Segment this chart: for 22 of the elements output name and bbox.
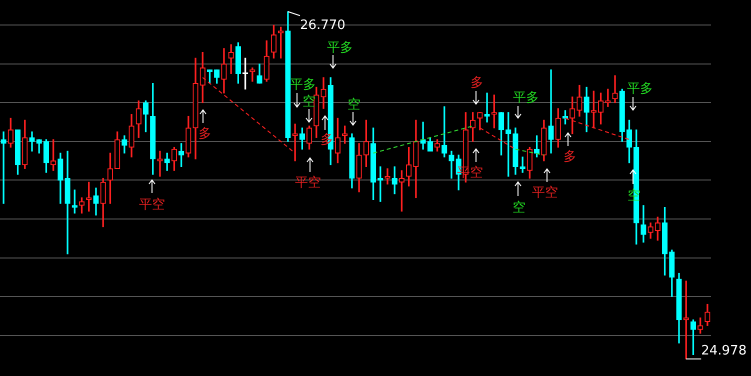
candlestick <box>420 122 426 150</box>
candlestick <box>29 131 35 152</box>
annotation: 平多 <box>513 90 539 106</box>
candlestick <box>448 150 454 179</box>
annotation: 平空 <box>532 185 558 200</box>
annotation: 24.978 <box>701 343 747 358</box>
annotation: 多 <box>470 75 484 90</box>
candlestick <box>548 69 554 154</box>
annotation: 空 <box>512 200 526 216</box>
candlestick <box>0 131 6 204</box>
candlestick <box>320 77 326 109</box>
annotation: 平空 <box>139 197 165 212</box>
annotation: 平多 <box>627 81 653 96</box>
candlestick <box>612 75 618 104</box>
annotation: 空 <box>348 97 360 112</box>
candlestick <box>64 150 70 254</box>
annotation: 平空 <box>295 175 321 190</box>
annotation: 多 <box>198 126 212 142</box>
annotation: 多 <box>564 149 576 164</box>
annotation: 平多 <box>327 40 353 56</box>
candlestick <box>228 44 234 74</box>
annotation: 26.770 <box>300 18 346 34</box>
